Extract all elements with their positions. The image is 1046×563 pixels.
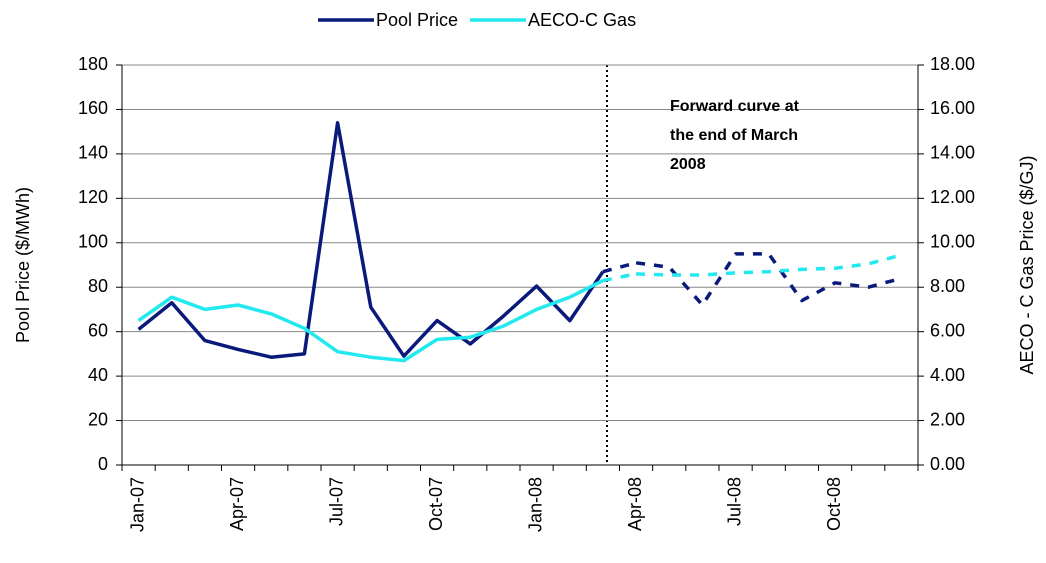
y2-tick-label: 2.00 (930, 409, 965, 429)
x-tick-label: Jul-07 (326, 477, 346, 526)
legend-label: AECO-C Gas (528, 10, 636, 30)
forecast-connector (602, 261, 637, 274)
y2-tick-label: 12.00 (930, 187, 975, 207)
y2-tick-label: 16.00 (930, 98, 975, 118)
y-axis-title: Pool Price ($/MWh) (13, 187, 33, 343)
y2-tick-label: 10.00 (930, 232, 975, 252)
y-tick-label: 80 (88, 276, 108, 296)
forecast-line (636, 253, 902, 277)
y2-tick-label: 4.00 (930, 365, 965, 385)
y-tick-label: 60 (88, 320, 108, 340)
y-tick-label: 0 (98, 454, 108, 474)
x-tick-label: Apr-07 (227, 477, 247, 531)
x-tick-label: Jan-08 (525, 477, 545, 532)
forecast-connector (602, 272, 637, 283)
forecast-line (635, 252, 902, 307)
series-line (137, 279, 604, 363)
y2-tick-label: 0.00 (930, 454, 965, 474)
y-tick-label: 160 (78, 98, 108, 118)
y2-axis-title: AECO - C Gas Price ($/GJ) (1017, 155, 1037, 374)
y2-tick-label: 14.00 (930, 143, 975, 163)
y-tick-label: 100 (78, 232, 108, 252)
annotation: Forward curve at (670, 98, 800, 115)
y-tick-label: 140 (78, 143, 108, 163)
y2-tick-label: 6.00 (930, 320, 965, 340)
annotation: 2008 (670, 156, 706, 173)
series-line (137, 121, 605, 359)
legend-label: Pool Price (376, 10, 458, 30)
x-tick-label: Apr-08 (625, 477, 645, 531)
y2-tick-label: 18.00 (930, 54, 975, 74)
y2-tick-label: 8.00 (930, 276, 965, 296)
y-tick-label: 120 (78, 187, 108, 207)
x-tick-label: Jul-08 (724, 477, 744, 526)
x-tick-label: Oct-07 (426, 477, 446, 531)
y-tick-label: 20 (88, 409, 108, 429)
annotation: the end of March (670, 127, 798, 144)
x-tick-label: Oct-08 (824, 477, 844, 531)
y-tick-label: 180 (78, 54, 108, 74)
x-tick-label: Jan-07 (127, 477, 147, 532)
y-tick-label: 40 (88, 365, 108, 385)
